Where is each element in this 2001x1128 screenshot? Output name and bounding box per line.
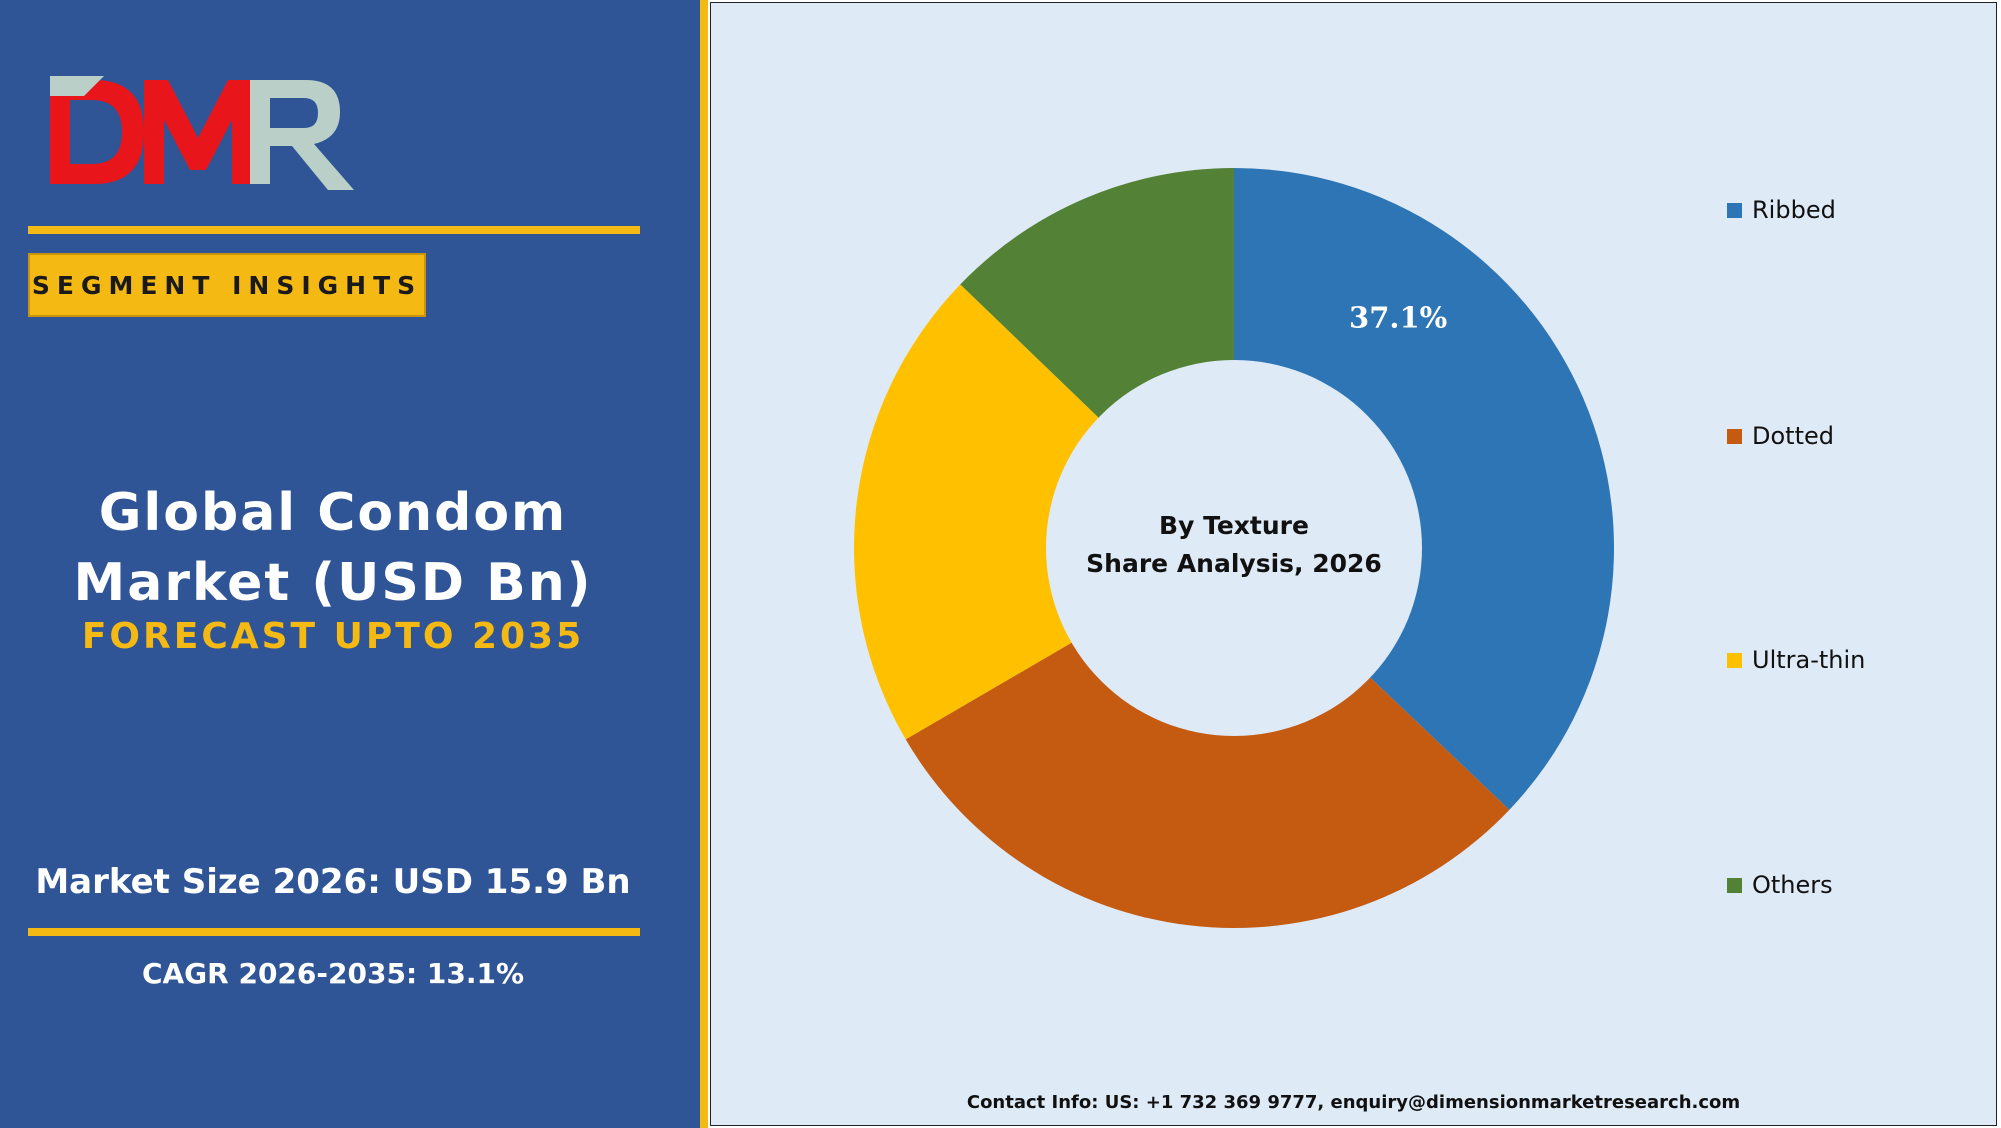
legend-item-ultra-thin: Ultra-thin — [1727, 645, 1865, 675]
center-label-line-2: Share Analysis, 2026 — [1086, 549, 1382, 578]
legend-label: Dotted — [1752, 422, 1834, 450]
logo-d-accent — [50, 76, 104, 96]
logo-letter-d — [50, 80, 144, 184]
page-title: Global Condom Market (USD Bn) — [0, 478, 666, 618]
badge-label: SEGMENT INSIGHTS — [31, 270, 423, 300]
center-label-line-1: By Texture — [1159, 511, 1309, 540]
contact-info: Contact Info: US: +1 732 369 9777, enqui… — [966, 1092, 1741, 1113]
legend-swatch — [1727, 428, 1742, 444]
legend-item-ribbed: Ribbed — [1727, 195, 1836, 225]
donut-hole — [1046, 360, 1422, 736]
legend-item-others: Others — [1727, 870, 1833, 900]
left-panel: SEGMENT INSIGHTS Global Condom Market (U… — [0, 0, 700, 1128]
cagr-text: CAGR 2026-2035: 13.1% — [141, 957, 525, 990]
chart-panel: By Texture Share Analysis, 2026 37.1% Ri… — [710, 2, 1997, 1126]
right-panel: By Texture Share Analysis, 2026 37.1% Ri… — [708, 0, 2001, 1128]
legend-label: Ultra-thin — [1752, 646, 1866, 674]
bottom-gold-divider — [28, 928, 640, 936]
legend-swatch — [1727, 202, 1742, 218]
legend-swatch — [1727, 877, 1742, 893]
legend-swatch — [1727, 652, 1742, 668]
market-size-text: Market Size 2026: USD 15.9 Bn — [35, 862, 631, 902]
legend-label: Others — [1752, 871, 1833, 899]
donut-chart: By Texture Share Analysis, 2026 37.1% — [854, 168, 1614, 928]
legend-label: Ribbed — [1752, 196, 1836, 224]
top-gold-divider — [28, 226, 640, 234]
title-line-1: Global Condom — [98, 483, 568, 543]
data-label-ribbed: 37.1% — [1349, 301, 1447, 335]
legend-item-dotted: Dotted — [1727, 421, 1834, 451]
panel-divider — [700, 0, 708, 1128]
forecast-subtitle: FORECAST UPTO 2035 — [81, 616, 585, 657]
logo-letter-m — [144, 80, 252, 184]
slice-dotted — [905, 548, 1510, 928]
logo-letter-r — [250, 80, 354, 190]
dmr-logo — [50, 76, 354, 190]
title-line-2: Market (USD Bn) — [73, 553, 593, 613]
segment-insights-badge: SEGMENT INSIGHTS — [28, 253, 426, 317]
slice-ultra-thin — [854, 284, 1234, 740]
slice-ribbed — [1234, 168, 1614, 810]
